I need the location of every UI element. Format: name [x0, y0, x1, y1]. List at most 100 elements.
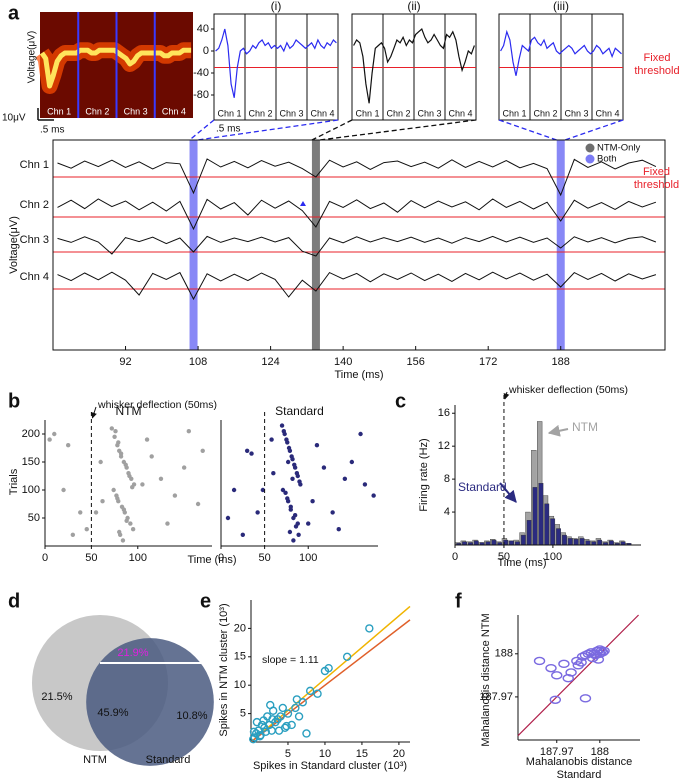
inset-title: (ii): [407, 0, 420, 13]
point: [292, 695, 302, 704]
y-tick-label: 200: [22, 428, 40, 440]
bar: [556, 528, 561, 546]
x-axis-label: Time (ms): [187, 554, 236, 566]
channel-label: Chn 3: [279, 108, 303, 118]
scalebar-label: .5 ms: [40, 125, 64, 136]
point: [342, 652, 352, 661]
point: [266, 700, 275, 710]
point: [551, 671, 563, 680]
y-tick-label: 40: [197, 23, 209, 35]
point: [283, 490, 288, 495]
waveform: [215, 28, 337, 98]
inset-connector: [189, 119, 215, 141]
channel-label: Chn 2: [533, 108, 557, 118]
x-tick-label: 188: [552, 356, 570, 368]
point: [249, 451, 254, 456]
point: [117, 529, 122, 535]
bar: [526, 520, 532, 546]
x-axis-label: Time (ms): [334, 369, 383, 381]
spike-band: [189, 140, 198, 350]
point: [594, 649, 606, 658]
point: [314, 443, 320, 448]
point: [285, 496, 290, 501]
point: [98, 459, 103, 465]
point: [282, 721, 291, 731]
point: [78, 510, 83, 515]
x-tick-label: 124: [261, 356, 279, 368]
y-axis-label: Mahalanobis distance NTM: [480, 613, 492, 746]
point: [545, 663, 557, 673]
bar: [473, 540, 479, 546]
point: [288, 504, 293, 509]
voltage-trace: [57, 158, 657, 197]
point: [140, 482, 145, 487]
bar: [579, 538, 585, 546]
threshold-label: Fixed threshold: [633, 166, 680, 191]
point: [324, 663, 333, 673]
point: [592, 655, 605, 664]
panel-label: e: [200, 590, 211, 612]
legend-label: Both: [597, 154, 617, 165]
x-tick-label: 20: [393, 748, 405, 760]
point: [294, 471, 300, 476]
point: [123, 462, 128, 467]
point: [533, 656, 546, 666]
channel-label: Chn 3: [564, 108, 588, 118]
point: [259, 716, 268, 725]
point: [292, 513, 298, 518]
panel-label: f: [455, 590, 462, 612]
point: [65, 443, 71, 448]
legend-arrow: [499, 482, 517, 503]
y-tick-label: 15: [234, 651, 246, 663]
point: [128, 521, 133, 526]
y-tick-label: 10: [234, 679, 246, 691]
bar: [520, 534, 526, 546]
point: [149, 454, 154, 459]
threshold-label: Fixed threshold: [634, 52, 680, 77]
x-tick-label: 100: [544, 551, 562, 563]
point: [84, 527, 89, 532]
bar: [491, 539, 497, 546]
bar: [544, 503, 550, 546]
point: [118, 451, 124, 456]
x-tick-label: 50: [498, 551, 510, 563]
point: [120, 538, 126, 543]
x-tick-label: 100: [299, 552, 317, 564]
channel-label: Chn 1: [47, 106, 71, 116]
x-tick-label: 172: [479, 356, 497, 368]
x-tick-label: 50: [85, 552, 97, 564]
inset-title: (i): [271, 0, 282, 13]
point: [256, 730, 265, 740]
legend-arrow: [547, 424, 569, 437]
region-label: 45.9%: [97, 707, 128, 719]
point: [109, 426, 115, 431]
point: [302, 729, 311, 738]
region-label: 10.8%: [176, 710, 207, 722]
channel-label: Chn 3: [417, 108, 441, 118]
bar: [567, 538, 573, 546]
point: [249, 727, 259, 736]
channel-label: Chn 2: [85, 106, 109, 116]
point: [158, 476, 164, 481]
point: [121, 507, 127, 512]
point: [562, 674, 574, 683]
channel-label: Chn 3: [124, 106, 148, 116]
point: [289, 454, 294, 459]
voltage-trace: [57, 235, 657, 257]
point: [358, 431, 363, 437]
x-tick-label: 156: [406, 356, 424, 368]
bar: [597, 539, 603, 546]
point: [342, 476, 348, 481]
channel-label: Chn 1: [355, 108, 379, 118]
x-tick-label: 187.97: [540, 746, 574, 758]
point: [268, 715, 277, 724]
channel-label: Chn 2: [386, 108, 410, 118]
point: [255, 510, 260, 515]
point: [116, 440, 121, 445]
y-tick-label: 12: [438, 440, 450, 452]
y-axis-label: Voltage(μV): [27, 31, 38, 83]
x-tick-label: 92: [119, 356, 131, 368]
y-axis-label: Trials: [8, 468, 20, 495]
point: [130, 527, 136, 532]
plot-frame: [52, 139, 666, 351]
